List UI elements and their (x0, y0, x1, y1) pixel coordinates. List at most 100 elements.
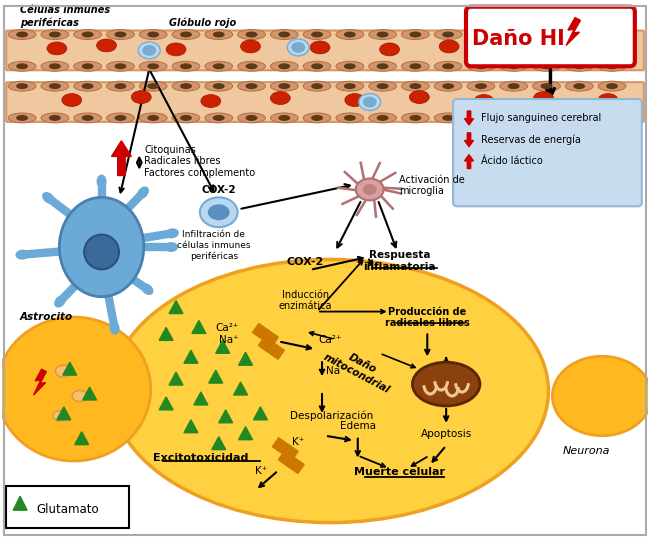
Ellipse shape (566, 30, 593, 40)
Polygon shape (566, 18, 580, 46)
Ellipse shape (41, 113, 69, 123)
Ellipse shape (356, 178, 383, 200)
Polygon shape (192, 321, 206, 333)
Text: Producción de
radicales libres: Producción de radicales libres (385, 307, 470, 328)
Ellipse shape (598, 113, 626, 123)
Ellipse shape (164, 242, 178, 252)
Ellipse shape (467, 81, 495, 91)
Ellipse shape (566, 81, 593, 91)
Polygon shape (254, 407, 267, 420)
Ellipse shape (238, 30, 265, 40)
Ellipse shape (278, 115, 291, 121)
Ellipse shape (500, 113, 528, 123)
Polygon shape (75, 432, 88, 445)
Ellipse shape (359, 93, 381, 111)
Ellipse shape (598, 61, 626, 71)
Polygon shape (209, 370, 223, 383)
Ellipse shape (402, 113, 429, 123)
Polygon shape (184, 420, 198, 433)
Ellipse shape (336, 30, 364, 40)
Ellipse shape (376, 83, 389, 89)
Polygon shape (239, 352, 252, 365)
Ellipse shape (49, 32, 61, 38)
Ellipse shape (16, 32, 28, 38)
Ellipse shape (73, 113, 101, 123)
Ellipse shape (376, 63, 389, 69)
Ellipse shape (541, 83, 552, 89)
Polygon shape (219, 410, 233, 423)
Ellipse shape (402, 30, 429, 40)
Ellipse shape (238, 113, 265, 123)
Text: Daño
mitocondrial: Daño mitocondrial (322, 342, 397, 395)
Ellipse shape (608, 43, 628, 56)
Ellipse shape (246, 115, 257, 121)
Ellipse shape (475, 115, 487, 121)
Text: Activación de
microglia: Activación de microglia (400, 175, 465, 196)
Ellipse shape (49, 83, 61, 89)
Text: Flujo sanguineo cerebral: Flujo sanguineo cerebral (481, 113, 601, 123)
Text: Edema: Edema (340, 421, 376, 431)
FancyBboxPatch shape (453, 99, 642, 206)
Text: Respuesta
inflamatoria: Respuesta inflamatoria (363, 250, 436, 272)
Ellipse shape (73, 30, 101, 40)
Ellipse shape (532, 113, 560, 123)
Ellipse shape (114, 115, 126, 121)
Ellipse shape (598, 30, 626, 40)
Ellipse shape (344, 83, 356, 89)
FancyBboxPatch shape (6, 487, 129, 528)
Ellipse shape (16, 250, 29, 259)
Ellipse shape (213, 115, 225, 121)
Ellipse shape (310, 41, 330, 54)
Polygon shape (34, 369, 46, 395)
Ellipse shape (148, 63, 159, 69)
Ellipse shape (109, 321, 120, 335)
Ellipse shape (363, 184, 376, 195)
Ellipse shape (180, 32, 192, 38)
Ellipse shape (270, 92, 291, 105)
Text: K⁺: K⁺ (292, 437, 304, 447)
Ellipse shape (541, 63, 552, 69)
Ellipse shape (311, 63, 323, 69)
Ellipse shape (303, 113, 331, 123)
Polygon shape (63, 362, 77, 375)
Ellipse shape (180, 63, 192, 69)
Ellipse shape (278, 83, 291, 89)
Ellipse shape (467, 30, 495, 40)
Polygon shape (216, 340, 229, 353)
Ellipse shape (564, 40, 583, 53)
Ellipse shape (541, 115, 552, 121)
FancyBboxPatch shape (6, 31, 644, 70)
Ellipse shape (213, 83, 225, 89)
Ellipse shape (573, 63, 585, 69)
Ellipse shape (107, 81, 135, 91)
Text: Reservas de energía: Reservas de energía (481, 135, 581, 145)
Ellipse shape (137, 186, 149, 199)
Ellipse shape (16, 63, 28, 69)
Ellipse shape (54, 295, 66, 308)
Ellipse shape (246, 83, 257, 89)
Polygon shape (169, 372, 183, 385)
Ellipse shape (363, 97, 376, 107)
Polygon shape (278, 451, 304, 474)
Ellipse shape (573, 32, 585, 38)
Ellipse shape (8, 81, 36, 91)
Ellipse shape (369, 61, 396, 71)
Ellipse shape (573, 115, 585, 121)
Ellipse shape (180, 115, 192, 121)
Polygon shape (252, 323, 278, 346)
Ellipse shape (336, 81, 364, 91)
Ellipse shape (344, 115, 356, 121)
Ellipse shape (344, 32, 356, 38)
Ellipse shape (376, 115, 389, 121)
Ellipse shape (238, 61, 265, 71)
Ellipse shape (166, 43, 186, 56)
Ellipse shape (376, 32, 389, 38)
Ellipse shape (402, 81, 429, 91)
Text: Glutamato: Glutamato (36, 503, 99, 516)
Ellipse shape (434, 30, 462, 40)
Polygon shape (159, 397, 173, 410)
Ellipse shape (500, 30, 528, 40)
Polygon shape (239, 427, 252, 440)
Ellipse shape (55, 365, 72, 377)
Text: COX-2: COX-2 (287, 257, 324, 267)
